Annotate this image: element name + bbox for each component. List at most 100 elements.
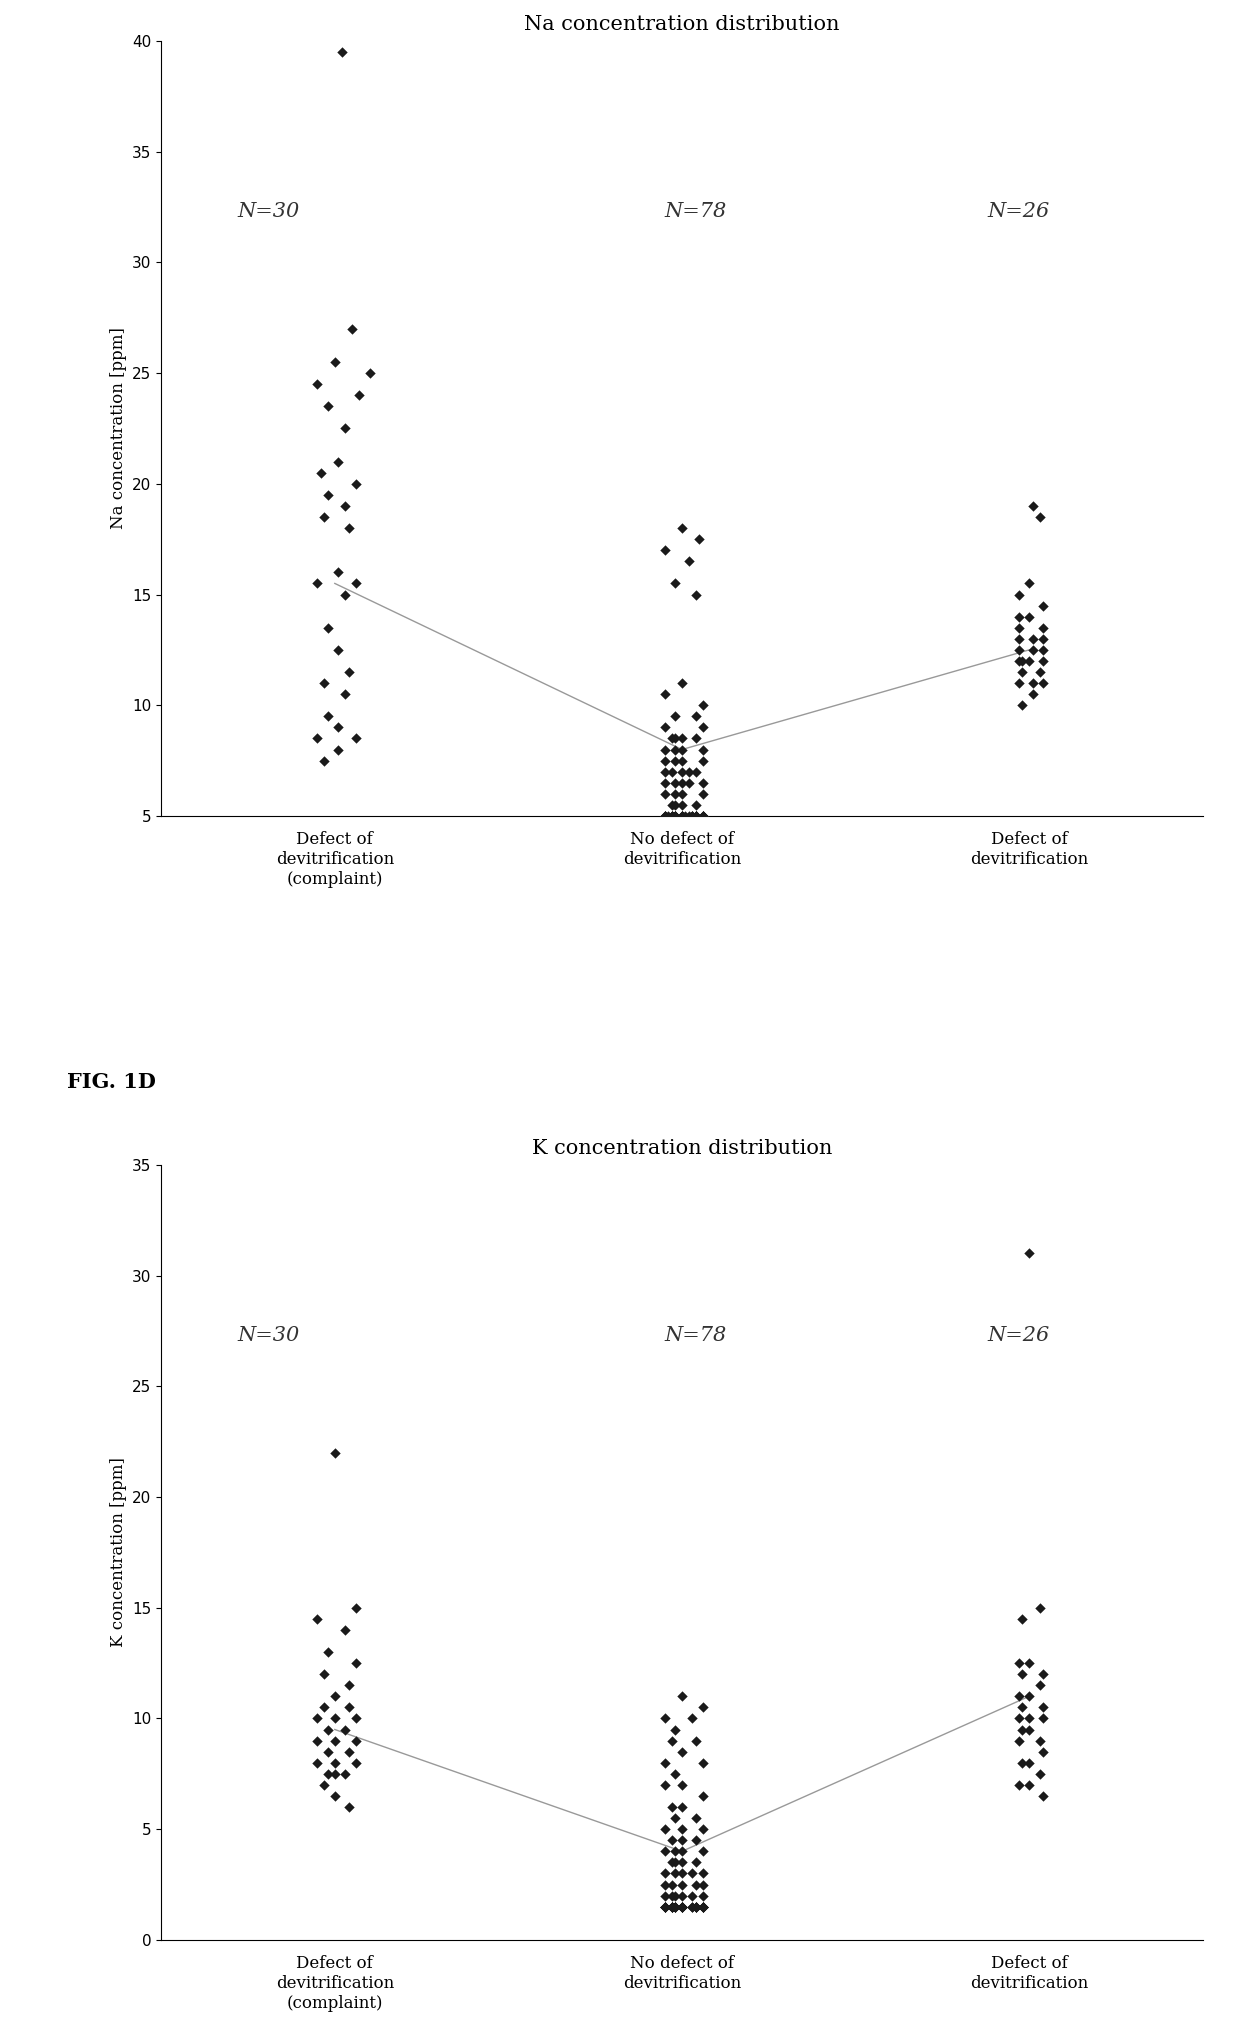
Point [682,800,702,833]
Point [662,1868,682,1901]
Point [680,545,699,578]
Title: K concentration distribution: K concentration distribution [532,1139,832,1158]
Point [655,766,675,798]
Point [665,1801,684,1834]
Point [686,800,706,833]
Point [686,700,706,733]
Point [317,700,337,733]
Point [686,788,706,821]
Point [1019,600,1039,633]
Point [672,743,692,776]
Point [686,800,706,833]
Point [672,788,692,821]
Point [655,733,675,766]
Point [655,1856,675,1889]
Point [346,1746,366,1779]
Point [665,733,684,766]
Point [672,766,692,798]
Point [662,800,682,833]
Point [665,743,684,776]
Point [686,723,706,756]
Point [1009,600,1029,633]
Point [682,800,702,833]
Point [655,800,675,833]
Point [346,1646,366,1679]
Point [315,1768,335,1801]
Point [315,743,335,776]
Point [686,800,706,833]
Point [662,1824,682,1856]
Point [682,1856,702,1889]
Point [693,1746,713,1779]
Point [686,578,706,611]
Point [1019,1681,1039,1713]
Point [693,778,713,811]
Point [1012,688,1032,721]
Point [665,800,684,833]
Point [1019,645,1039,678]
Point [676,800,696,833]
Point [339,655,358,688]
Point [308,723,327,756]
Point [662,1791,682,1824]
Point [693,1891,713,1924]
Point [665,1891,684,1924]
Point [317,611,337,643]
Point [325,1746,345,1779]
Point [693,733,713,766]
Point [317,1636,337,1668]
Point [325,1703,345,1736]
Point [672,1681,692,1713]
Point [325,1758,345,1791]
Point [1033,1736,1053,1768]
Point [693,688,713,721]
Point [665,800,684,833]
Point [662,1891,682,1924]
Point [315,1691,335,1723]
Point [672,800,692,833]
Point [662,800,682,833]
Point [693,1891,713,1924]
Point [693,1836,713,1868]
Point [1019,568,1039,600]
Point [1029,1723,1049,1756]
Point [672,1856,692,1889]
Point [672,513,692,545]
Point [346,1723,366,1756]
Point [693,1891,713,1924]
Point [346,1703,366,1736]
Point [672,800,692,833]
Text: Defect of
devitrification
(complaint): Defect of devitrification (complaint) [275,1956,394,2011]
Point [1019,1703,1039,1736]
Text: Defect of
devitrification: Defect of devitrification [970,1956,1089,1993]
Point [308,368,327,400]
Point [693,743,713,776]
Point [693,800,713,833]
Point [672,668,692,700]
Point [317,478,337,510]
Point [672,1836,692,1868]
Point [682,1891,702,1924]
Point [325,345,345,378]
Point [655,1746,675,1779]
Point [672,1846,692,1879]
Title: Na concentration distribution: Na concentration distribution [525,14,839,35]
Point [346,568,366,600]
Point [1023,678,1043,711]
Point [693,711,713,743]
Point [672,756,692,788]
Point [308,1746,327,1779]
Point [339,513,358,545]
Point [329,733,348,766]
Point [1009,1681,1029,1713]
Point [662,723,682,756]
Point [335,412,355,445]
Point [335,1613,355,1646]
Text: FIG. 1D: FIG. 1D [67,1072,156,1092]
Point [325,1436,345,1468]
Point [1012,1658,1032,1691]
Point [672,800,692,833]
Point [335,1758,355,1791]
Text: Defect of
devitrification
(complaint): Defect of devitrification (complaint) [275,831,394,888]
Point [686,1824,706,1856]
